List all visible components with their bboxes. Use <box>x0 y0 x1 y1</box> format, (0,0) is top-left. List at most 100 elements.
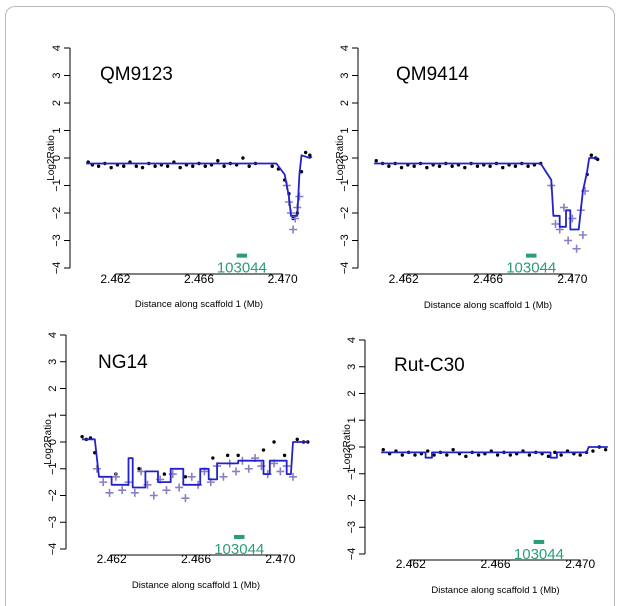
probe-point <box>432 453 436 457</box>
y-tick-label: −3 <box>346 521 358 534</box>
y-tick-label: −4 <box>339 262 351 275</box>
y-tick-label: −1 <box>346 467 358 480</box>
deleted-probe-marker <box>244 464 253 473</box>
probe-point <box>374 159 378 163</box>
probe-point <box>80 434 84 439</box>
x-tick-label: 2.462 <box>97 552 127 566</box>
probe-point <box>303 150 308 155</box>
y-axis-label: Log2Ratio <box>342 424 353 470</box>
probe-point <box>261 448 266 452</box>
gene-label: 103044 <box>214 541 264 558</box>
panel-ng14: −4 −3 −2 −1 0 1 2 3 4 Log2Ratio 2.462 2.466 2.470 Dis… <box>43 332 310 591</box>
y-tick-label: 1 <box>346 417 358 423</box>
y-tick-label: −4 <box>47 543 59 556</box>
figure-frame <box>5 6 615 606</box>
probe-point <box>381 447 385 452</box>
deleted-probe-marker <box>289 472 298 481</box>
probe-point <box>513 164 518 168</box>
deleted-probe-marker <box>137 467 146 476</box>
y-axis-label: Log2Ratio <box>46 135 57 181</box>
y-tick-label: 0 <box>346 444 358 450</box>
deleted-probe-marker <box>551 220 560 228</box>
segment-line <box>381 446 608 459</box>
segment-line <box>374 157 598 231</box>
deleted-probe-marker <box>295 192 304 201</box>
probe-point <box>451 447 455 452</box>
deleted-probe-marker <box>559 203 568 212</box>
y-tick-label: 1 <box>339 127 351 133</box>
panel-qm9123: −4 −3 −2 −1 0 1 2 3 4 Log2Ratio 2.462 2.466 2.470 Dis… <box>46 45 313 310</box>
probe-point <box>488 164 492 168</box>
y-tick-label: 0 <box>47 439 59 445</box>
probe-point <box>591 449 595 453</box>
panel-title: NG14 <box>98 352 148 373</box>
y-tick-label: −1 <box>51 179 63 192</box>
deleted-probe-marker <box>232 467 241 476</box>
deleted-probe-marker <box>578 231 587 239</box>
deleted-probe-marker <box>564 236 573 245</box>
y-tick-label: 1 <box>47 412 59 418</box>
x-tick-label: 2.470 <box>565 557 595 571</box>
x-tick-label: 2.466 <box>480 557 510 571</box>
probe-point <box>308 153 312 157</box>
probe-point <box>495 453 500 457</box>
probe-point <box>211 456 215 460</box>
gene-label: 103044 <box>506 260 556 277</box>
probe-point <box>589 153 594 157</box>
panel-title: Rut-C30 <box>394 355 465 376</box>
deleted-probe-marker <box>289 225 298 234</box>
y-tick-label: 1 <box>51 127 63 133</box>
y-tick-label: 4 <box>51 45 63 51</box>
probe-point <box>553 450 557 455</box>
probe-point <box>445 453 449 457</box>
probe-point <box>603 447 608 452</box>
probe-point <box>526 164 530 168</box>
probe-point <box>578 453 582 457</box>
probe-point <box>546 454 551 459</box>
x-axis-label: Distance along scaffold 1 (Mb) <box>424 300 552 311</box>
probe-point <box>203 164 207 168</box>
probe-point <box>241 156 245 160</box>
y-tick-label: −2 <box>339 207 351 220</box>
panel-qm9414: −4 −3 −2 −1 0 1 2 3 4 Log2Ratio 2.462 2.466 2.470 Dis… <box>335 45 600 311</box>
x-tick-label: 2.470 <box>557 272 587 286</box>
probe-point <box>272 440 276 444</box>
deleted-probe-marker <box>92 464 101 473</box>
x-axis-label: Distance along scaffold 1 (Mb) <box>135 299 263 310</box>
probe-point <box>96 164 101 168</box>
y-tick-label: −1 <box>339 179 351 192</box>
x-tick-label: 2.470 <box>265 552 295 566</box>
x-tick-label: 2.466 <box>184 272 214 286</box>
y-tick-label: 3 <box>339 72 351 78</box>
probe-point <box>559 453 563 457</box>
deleted-probe-marker <box>181 494 190 503</box>
y-tick-label: 2 <box>47 385 59 391</box>
probe-point <box>400 453 404 457</box>
probe-point <box>295 437 299 442</box>
x-tick-label: 2.466 <box>473 272 503 286</box>
y-tick-label: 0 <box>51 155 63 161</box>
probe-point <box>153 164 157 168</box>
probe-point <box>282 453 287 458</box>
y-tick-label: −1 <box>47 462 59 475</box>
probe-point <box>463 165 467 170</box>
panel-title: QM9414 <box>396 64 469 85</box>
y-tick-label: 4 <box>47 332 59 338</box>
probe-point <box>222 164 226 168</box>
y-tick-label: −3 <box>339 234 351 247</box>
probe-point <box>425 165 429 170</box>
probe-point <box>464 454 468 459</box>
probe-point <box>270 164 274 168</box>
probe-point <box>412 164 416 168</box>
x-axis-label: Distance along scaffold 1 (Mb) <box>431 585 559 596</box>
probe-point <box>134 164 138 168</box>
probe-point <box>183 475 188 479</box>
x-tick-label: 2.462 <box>100 272 130 286</box>
probe-point <box>109 165 113 170</box>
y-tick-label: 3 <box>346 364 358 370</box>
y-tick-label: −2 <box>51 207 63 220</box>
x-tick-label: 2.462 <box>396 557 426 571</box>
gene-label: 103044 <box>514 546 564 563</box>
deleted-probe-marker <box>99 478 108 487</box>
